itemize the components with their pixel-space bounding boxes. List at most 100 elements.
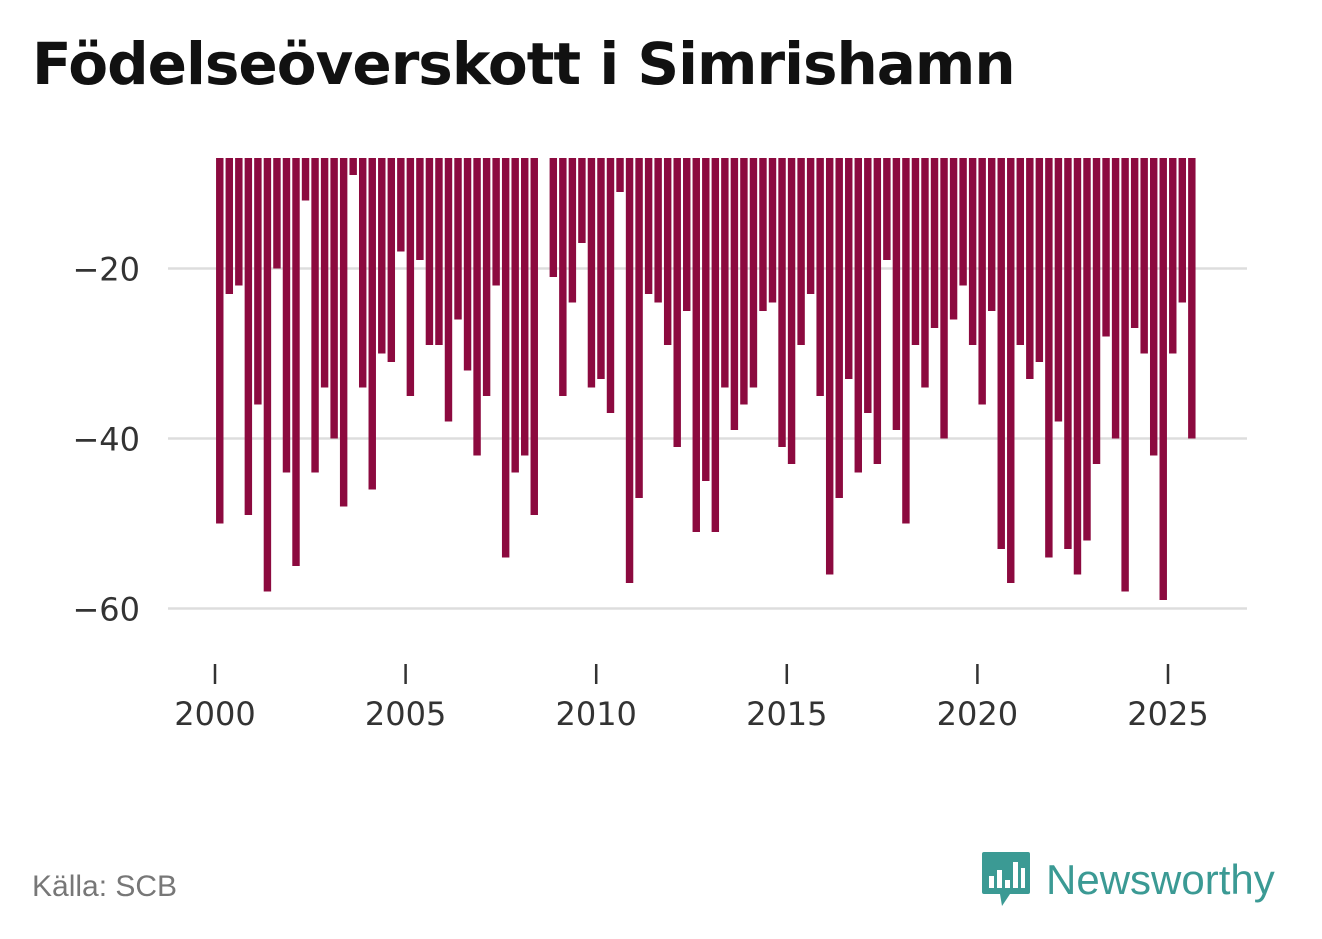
bar	[854, 158, 862, 473]
bar	[1178, 158, 1187, 303]
bar	[787, 158, 796, 464]
bar	[530, 158, 538, 515]
bar	[845, 158, 853, 379]
bar	[521, 158, 529, 456]
bar	[740, 158, 748, 405]
bar	[435, 158, 443, 345]
bar	[454, 158, 462, 320]
bar	[1130, 158, 1139, 328]
y-tick-label: −60	[72, 591, 140, 629]
bar	[444, 158, 453, 422]
bar	[1073, 158, 1082, 575]
x-tick-label: 2020	[937, 695, 1018, 733]
bar	[263, 158, 272, 592]
bar	[797, 158, 805, 345]
bar	[1083, 158, 1091, 541]
brand-logo[interactable]: Newsworthy	[980, 850, 1275, 910]
bar	[835, 158, 843, 498]
bar-chart-speech-bubble-icon	[982, 852, 1030, 906]
bar	[663, 158, 672, 345]
bar	[921, 158, 929, 388]
x-axis-ticks: 2000 2005 2010 2015 2020 2025	[174, 664, 1209, 733]
bar	[702, 158, 710, 481]
bar	[1102, 158, 1110, 337]
x-tick-label: 2025	[1127, 695, 1208, 733]
bar	[1054, 158, 1063, 422]
bar	[873, 158, 882, 464]
bar	[397, 158, 405, 252]
bar	[406, 158, 415, 396]
bar	[625, 158, 634, 583]
bar	[644, 158, 653, 294]
bar	[235, 158, 243, 286]
y-tick-label: −20	[72, 251, 140, 289]
x-tick-label: 2000	[174, 695, 255, 733]
bar	[587, 158, 596, 388]
x-tick-label: 2005	[365, 695, 446, 733]
bar	[730, 158, 739, 430]
bar	[578, 158, 586, 243]
bar	[1045, 158, 1053, 558]
bar	[1016, 158, 1025, 345]
bar	[244, 158, 253, 515]
bar	[606, 158, 615, 413]
bar	[692, 158, 700, 532]
bar	[1188, 158, 1196, 439]
source-label: Källa: SCB	[32, 870, 178, 903]
y-tick-label: −40	[72, 421, 140, 459]
bar	[892, 158, 901, 430]
bar	[216, 158, 224, 524]
bar	[759, 158, 767, 311]
bar	[282, 158, 291, 473]
bar	[225, 158, 234, 294]
bars	[216, 158, 1196, 600]
bar	[254, 158, 262, 405]
bar	[1169, 158, 1177, 354]
bar	[1035, 158, 1044, 362]
bar	[473, 158, 481, 456]
bar	[654, 158, 662, 303]
bar	[635, 158, 643, 498]
bar	[825, 158, 834, 575]
bar	[940, 158, 948, 439]
bar	[778, 158, 786, 447]
x-tick-label: 2010	[555, 695, 636, 733]
bar	[987, 158, 996, 311]
bar	[749, 158, 758, 388]
bar	[883, 158, 891, 260]
y-axis-ticks: −20 −40 −60	[72, 251, 140, 629]
bar	[949, 158, 958, 320]
bar	[959, 158, 967, 286]
bar	[568, 158, 577, 303]
bar	[378, 158, 386, 354]
bar	[683, 158, 691, 311]
bar	[511, 158, 519, 473]
bar	[387, 158, 396, 362]
bar	[1007, 158, 1015, 583]
bar	[368, 158, 376, 490]
bar	[320, 158, 329, 388]
bar	[1140, 158, 1148, 354]
bar	[1121, 158, 1129, 592]
bar	[597, 158, 605, 379]
bar	[816, 158, 824, 396]
bar	[549, 158, 558, 277]
bar	[501, 158, 510, 558]
bar	[1149, 158, 1158, 456]
bar	[358, 158, 367, 388]
bar	[301, 158, 310, 201]
bar	[1111, 158, 1120, 439]
bar	[616, 158, 624, 192]
brand-name: Newsworthy	[1046, 856, 1275, 903]
bar	[311, 158, 319, 473]
bar	[416, 158, 424, 260]
bar	[864, 158, 872, 413]
bar	[273, 158, 281, 269]
bar	[930, 158, 939, 328]
bar	[292, 158, 300, 566]
bar	[425, 158, 434, 345]
bar	[482, 158, 491, 396]
bar	[711, 158, 720, 532]
bar	[902, 158, 910, 524]
